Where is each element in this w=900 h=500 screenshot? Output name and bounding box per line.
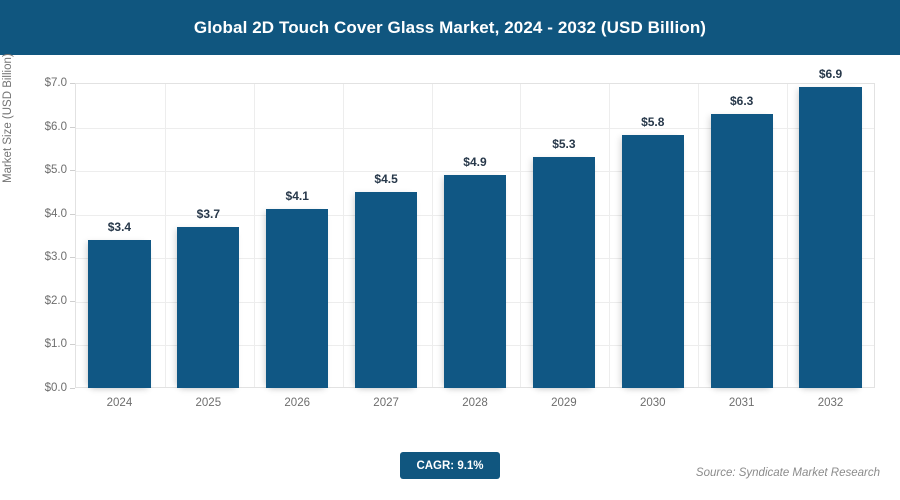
y-axis-tick-label: $6.0 bbox=[44, 120, 67, 133]
bar-value-label: $6.9 bbox=[818, 67, 843, 82]
bar[interactable] bbox=[799, 87, 862, 388]
x-axis-tick-label: 2029 bbox=[551, 397, 577, 409]
bar-group[interactable]: $4.5 bbox=[355, 83, 418, 388]
y-axis-tick-mark bbox=[70, 83, 75, 84]
y-axis-tick-mark bbox=[70, 257, 75, 259]
bar-value-label: $5.3 bbox=[552, 137, 576, 152]
gridline-vertical bbox=[431, 84, 433, 387]
bar-value-label: $5.8 bbox=[641, 115, 665, 130]
bar-group[interactable]: $5.3 bbox=[532, 83, 595, 388]
gridline-vertical bbox=[253, 84, 255, 387]
gridline-horizontal bbox=[76, 171, 874, 173]
gridline-vertical bbox=[342, 84, 344, 387]
y-axis-tick-label: $4.0 bbox=[44, 207, 67, 220]
x-axis-tick-label: 2026 bbox=[284, 397, 310, 409]
page-title: Global 2D Touch Cover Glass Market, 2024… bbox=[193, 17, 707, 37]
cagr-badge: CAGR: 9.1% bbox=[400, 452, 500, 479]
x-axis-tick-label: 2024 bbox=[106, 397, 133, 409]
gridline-vertical bbox=[164, 84, 166, 387]
gridline-vertical bbox=[609, 84, 611, 387]
chart-container: Market Size (USD Billion) $0.0 $1.0 $2.0 $3… bbox=[0, 53, 900, 500]
bar-group[interactable]: $4.1 bbox=[266, 83, 329, 388]
bar[interactable] bbox=[355, 191, 418, 388]
bar-group[interactable]: $3.7 bbox=[177, 83, 240, 388]
y-axis-tick-mark bbox=[70, 344, 75, 346]
x-axis-tick-label: 2031 bbox=[728, 397, 755, 409]
bar-group[interactable]: $5.8 bbox=[621, 83, 684, 388]
y-axis-tick-label: $1.0 bbox=[44, 338, 67, 351]
y-axis-tick-mark bbox=[70, 170, 75, 172]
bar-group[interactable]: $4.9 bbox=[443, 83, 507, 388]
source-note: Source: Syndicate Market Research bbox=[695, 467, 880, 479]
gridline-vertical bbox=[698, 84, 700, 387]
bar-group[interactable]: $6.9 bbox=[799, 67, 862, 388]
x-axis-tick-label: 2028 bbox=[462, 397, 488, 409]
bar-group[interactable]: $3.4 bbox=[88, 83, 151, 388]
bar[interactable] bbox=[88, 239, 151, 388]
x-axis-tick-label: 2027 bbox=[373, 397, 399, 409]
bar[interactable] bbox=[621, 135, 684, 388]
y-axis-tick-mark bbox=[70, 300, 75, 302]
x-axis-tick-label: 2032 bbox=[817, 397, 844, 409]
x-axis-tick-label: 2030 bbox=[639, 397, 666, 409]
bar-value-label: $6.3 bbox=[729, 93, 754, 108]
bar[interactable] bbox=[710, 113, 773, 388]
bar-value-label: $4.5 bbox=[374, 171, 398, 186]
y-axis-tick-label: $0.0 bbox=[44, 382, 67, 394]
bar-group[interactable]: $6.3 bbox=[710, 83, 773, 388]
y-axis-tick-mark bbox=[70, 126, 75, 128]
gridline-horizontal bbox=[76, 127, 874, 129]
bar-value-label: $3.4 bbox=[107, 219, 132, 234]
bar-value-label: $3.7 bbox=[196, 206, 220, 221]
x-axis-tick-label: 2025 bbox=[195, 397, 222, 409]
gridline-vertical bbox=[520, 84, 522, 387]
y-axis-tick-mark bbox=[70, 388, 75, 389]
y-axis-tick-mark bbox=[70, 213, 75, 215]
y-axis-tick-label: $5.0 bbox=[44, 164, 67, 177]
title-banner: Global 2D Touch Cover Glass Market, 2024… bbox=[0, 0, 900, 55]
bar-value-label: $4.1 bbox=[285, 189, 309, 204]
y-axis-tick-label: $7.0 bbox=[44, 77, 67, 89]
cagr-label: CAGR: 9.1% bbox=[416, 459, 484, 472]
bar[interactable] bbox=[532, 157, 595, 388]
bar[interactable] bbox=[177, 226, 240, 388]
y-axis-title: Market Size (USD Billion) bbox=[2, 53, 14, 183]
y-axis-tick-label: $3.0 bbox=[44, 251, 67, 264]
bar[interactable] bbox=[443, 174, 507, 388]
y-axis-tick-label: $2.0 bbox=[44, 294, 67, 307]
bar[interactable] bbox=[266, 209, 329, 388]
gridline-vertical bbox=[787, 84, 789, 387]
bar-value-label: $4.9 bbox=[463, 154, 487, 169]
